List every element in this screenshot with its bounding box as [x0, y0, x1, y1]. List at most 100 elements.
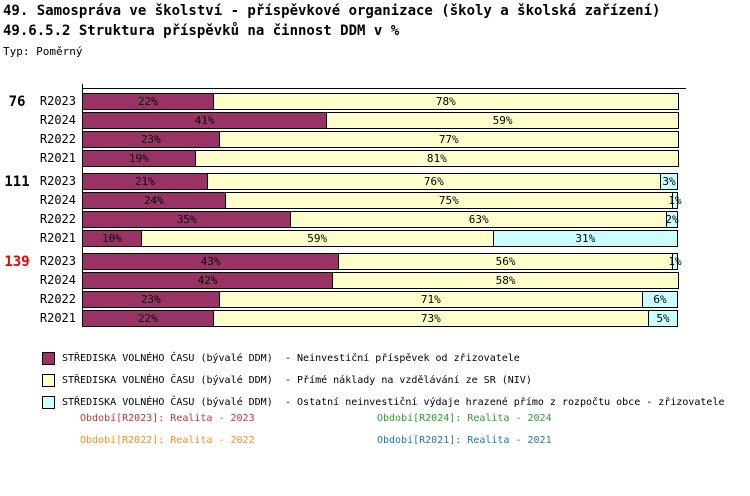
period-row-label: R2021	[39, 151, 76, 165]
legend-swatch-cyan	[42, 395, 55, 409]
period-legend-2022: Období[R2022]: Realita - 2022	[80, 435, 255, 446]
bar-segment-value: 58%	[495, 274, 516, 287]
bar-segment-value: 78%	[435, 95, 456, 108]
period-row-label: R2023	[39, 94, 76, 108]
bar-segment-value: 35%	[176, 213, 197, 226]
period-legend-2023: Období[R2023]: Realita - 2023	[80, 413, 255, 424]
stacked-bar: 41% 59%	[82, 112, 680, 129]
axis-top-line	[82, 88, 686, 89]
bar-segment-value: 73%	[420, 312, 441, 325]
bar-segment: 23%	[82, 291, 220, 308]
legend-series-desc: - Ostatní neinvestiční výdaje hrazené př…	[285, 396, 725, 408]
bar-segment: 43%	[82, 253, 340, 270]
bar-segment-value: 77%	[438, 133, 459, 146]
bar-segment: 6%	[642, 291, 678, 308]
period-legend-2024: Období[R2024]: Realita - 2024	[377, 413, 552, 424]
stacked-bar: 10% 59% 31%	[82, 230, 680, 247]
stacked-bar: 24% 75% 1%	[82, 192, 682, 209]
bar-row: R2021 22% 73% 5%	[0, 310, 680, 327]
bar-segment: 23%	[82, 131, 220, 148]
stacked-bar: 22% 73% 5%	[82, 310, 680, 327]
period-row-label: R2021	[39, 311, 76, 325]
bar-segment-value: 76%	[423, 175, 444, 188]
bar-segment-value: 31%	[575, 232, 596, 245]
stacked-bar: 21% 76% 3%	[82, 173, 680, 190]
bar-segment: 73%	[212, 310, 650, 327]
bar-group: 139 R2023 43% 56% 1% R2024 42% 58% R2022 23% 71% 6%…	[0, 253, 682, 327]
period-row-label: R2022	[39, 132, 76, 146]
bar-group: 111 R2023 21% 76% 3% R2024 24% 75% 1% R2022 35% 63%…	[0, 173, 682, 247]
bar-segment: 58%	[332, 272, 679, 289]
bar-segment-value: 63%	[468, 213, 489, 226]
period-row-label: R2022	[39, 212, 76, 226]
bar-segment-value: 81%	[426, 152, 447, 165]
bar-segment: 24%	[82, 192, 226, 209]
bar-segment: 59%	[326, 112, 679, 129]
bar-segment-value: 23%	[140, 293, 161, 306]
stacked-bar: 23% 77%	[82, 131, 680, 148]
bar-segment-value: 75%	[438, 194, 459, 207]
bar-segment: 41%	[82, 112, 328, 129]
bar-segment-value: 3%	[662, 175, 676, 188]
group-label: 76	[8, 94, 26, 110]
bar-segment: 22%	[82, 93, 214, 110]
bar-segment-value: 59%	[307, 232, 328, 245]
legend-series-desc: - Přímé náklady na vzdělávání ze SR (NIV…	[285, 374, 532, 386]
bar-segment-value: 1%	[668, 194, 682, 207]
group-label: 111	[4, 174, 30, 190]
period-row-label: R2024	[39, 193, 76, 207]
bar-segment: 42%	[82, 272, 334, 289]
legend-swatch-yellow	[42, 373, 55, 387]
period-row-label: R2024	[39, 113, 76, 127]
period-row-label: R2024	[39, 273, 76, 287]
bar-row: R2024 24% 75% 1%	[0, 192, 682, 209]
bar-segment-value: 10%	[101, 232, 122, 245]
bar-segment-value: 21%	[134, 175, 155, 188]
legend-series-name: STŘEDISKA VOLNÉHO ČASU (bývalé DDM)	[62, 396, 273, 408]
bar-row: R2022 35% 63% 2%	[0, 211, 680, 228]
bar-segment: 78%	[212, 93, 679, 110]
legend-item: STŘEDISKA VOLNÉHO ČASU (bývalé DDM) - Os…	[42, 391, 725, 413]
bar-segment: 35%	[82, 211, 292, 228]
bar-segment-value: 71%	[420, 293, 441, 306]
bar-segment: 5%	[648, 310, 678, 327]
legend-series-desc: - Neinvestiční příspěvek od zřizovatele	[285, 352, 520, 364]
bar-row: R2024 42% 58%	[0, 272, 680, 289]
bar-segment-value: 2%	[665, 213, 679, 226]
stacked-bar: 42% 58%	[82, 272, 680, 289]
bar-segment: 77%	[218, 131, 679, 148]
bar-segment-value: 56%	[495, 255, 516, 268]
bar-segment: 76%	[206, 173, 662, 190]
bar-segment: 31%	[492, 230, 678, 247]
series-legend: STŘEDISKA VOLNÉHO ČASU (bývalé DDM) - Ne…	[42, 347, 725, 413]
bar-row: R2023 21% 76% 3%	[0, 173, 680, 190]
period-legend-2021: Období[R2021]: Realita - 2021	[377, 435, 552, 446]
bar-segment: 21%	[82, 173, 208, 190]
bar-segment: 71%	[218, 291, 644, 308]
bar-segment: 1%	[668, 253, 682, 270]
bar-segment-value: 22%	[137, 312, 158, 325]
bar-segment-value: 59%	[492, 114, 513, 127]
legend-series-name: STŘEDISKA VOLNÉHO ČASU (bývalé DDM)	[62, 352, 273, 364]
bar-segment-value: 24%	[143, 194, 164, 207]
period-row-label: R2022	[39, 292, 76, 306]
group-label: 139	[4, 254, 30, 270]
page-title: 49. Samospráva ve školství - příspěvkové…	[3, 3, 661, 19]
bar-segment-value: 23%	[140, 133, 161, 146]
bar-segment: 22%	[82, 310, 214, 327]
bar-segment: 56%	[338, 253, 673, 270]
bar-segment: 10%	[82, 230, 142, 247]
bar-segment-value: 22%	[137, 95, 158, 108]
period-row-label: R2021	[39, 231, 76, 245]
bar-segment-value: 43%	[200, 255, 221, 268]
stacked-bar: 23% 71% 6%	[82, 291, 680, 308]
bar-segment-value: 1%	[668, 255, 682, 268]
bar-segment: 59%	[140, 230, 494, 247]
bar-row: R2023 22% 78%	[0, 93, 680, 110]
bar-segment-value: 41%	[194, 114, 215, 127]
legend-swatch-maroon	[42, 351, 55, 365]
bar-segment: 3%	[660, 173, 678, 190]
bar-row: R2022 23% 77%	[0, 131, 680, 148]
bar-segment-value: 5%	[656, 312, 670, 325]
